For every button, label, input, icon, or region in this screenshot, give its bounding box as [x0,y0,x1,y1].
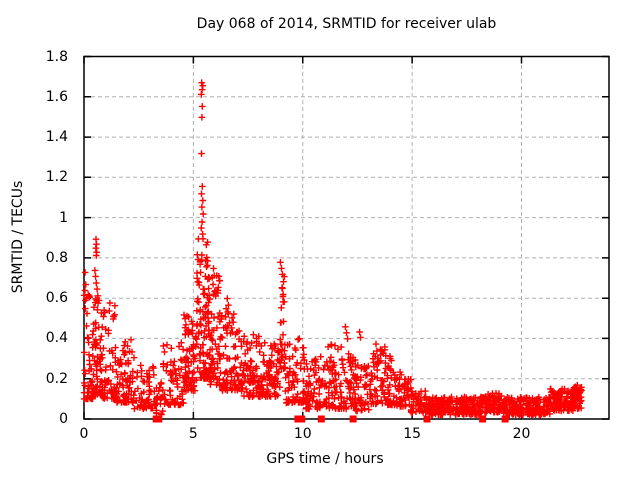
y-tick-label: 1.4 [45,129,68,146]
y-tick-label: 0 [59,411,68,427]
x-axis-label: GPS time / hours [266,451,384,467]
y-tick-label: 1.8 [45,48,68,65]
x-tick-label: 15 [403,426,422,442]
y-tick-label: 0.8 [45,249,68,266]
y-tick-label: 0.4 [45,330,68,347]
chart-title: Day 068 of 2014, SRMTID for receiver ula… [196,16,497,32]
y-tick-label: 1.2 [45,169,68,186]
x-tick-label: 5 [188,426,198,442]
x-tick-label: 0 [79,426,89,442]
y-tick-label: 0.6 [45,290,68,307]
x-tick-label: 20 [512,426,531,442]
y-tick-label: 1.6 [45,88,68,105]
y-tick-label: 1 [59,209,68,226]
plot-border [83,55,610,420]
data-points [80,79,585,419]
y-tick-label: 0.2 [45,370,68,387]
x-tick-label: 10 [293,426,312,442]
